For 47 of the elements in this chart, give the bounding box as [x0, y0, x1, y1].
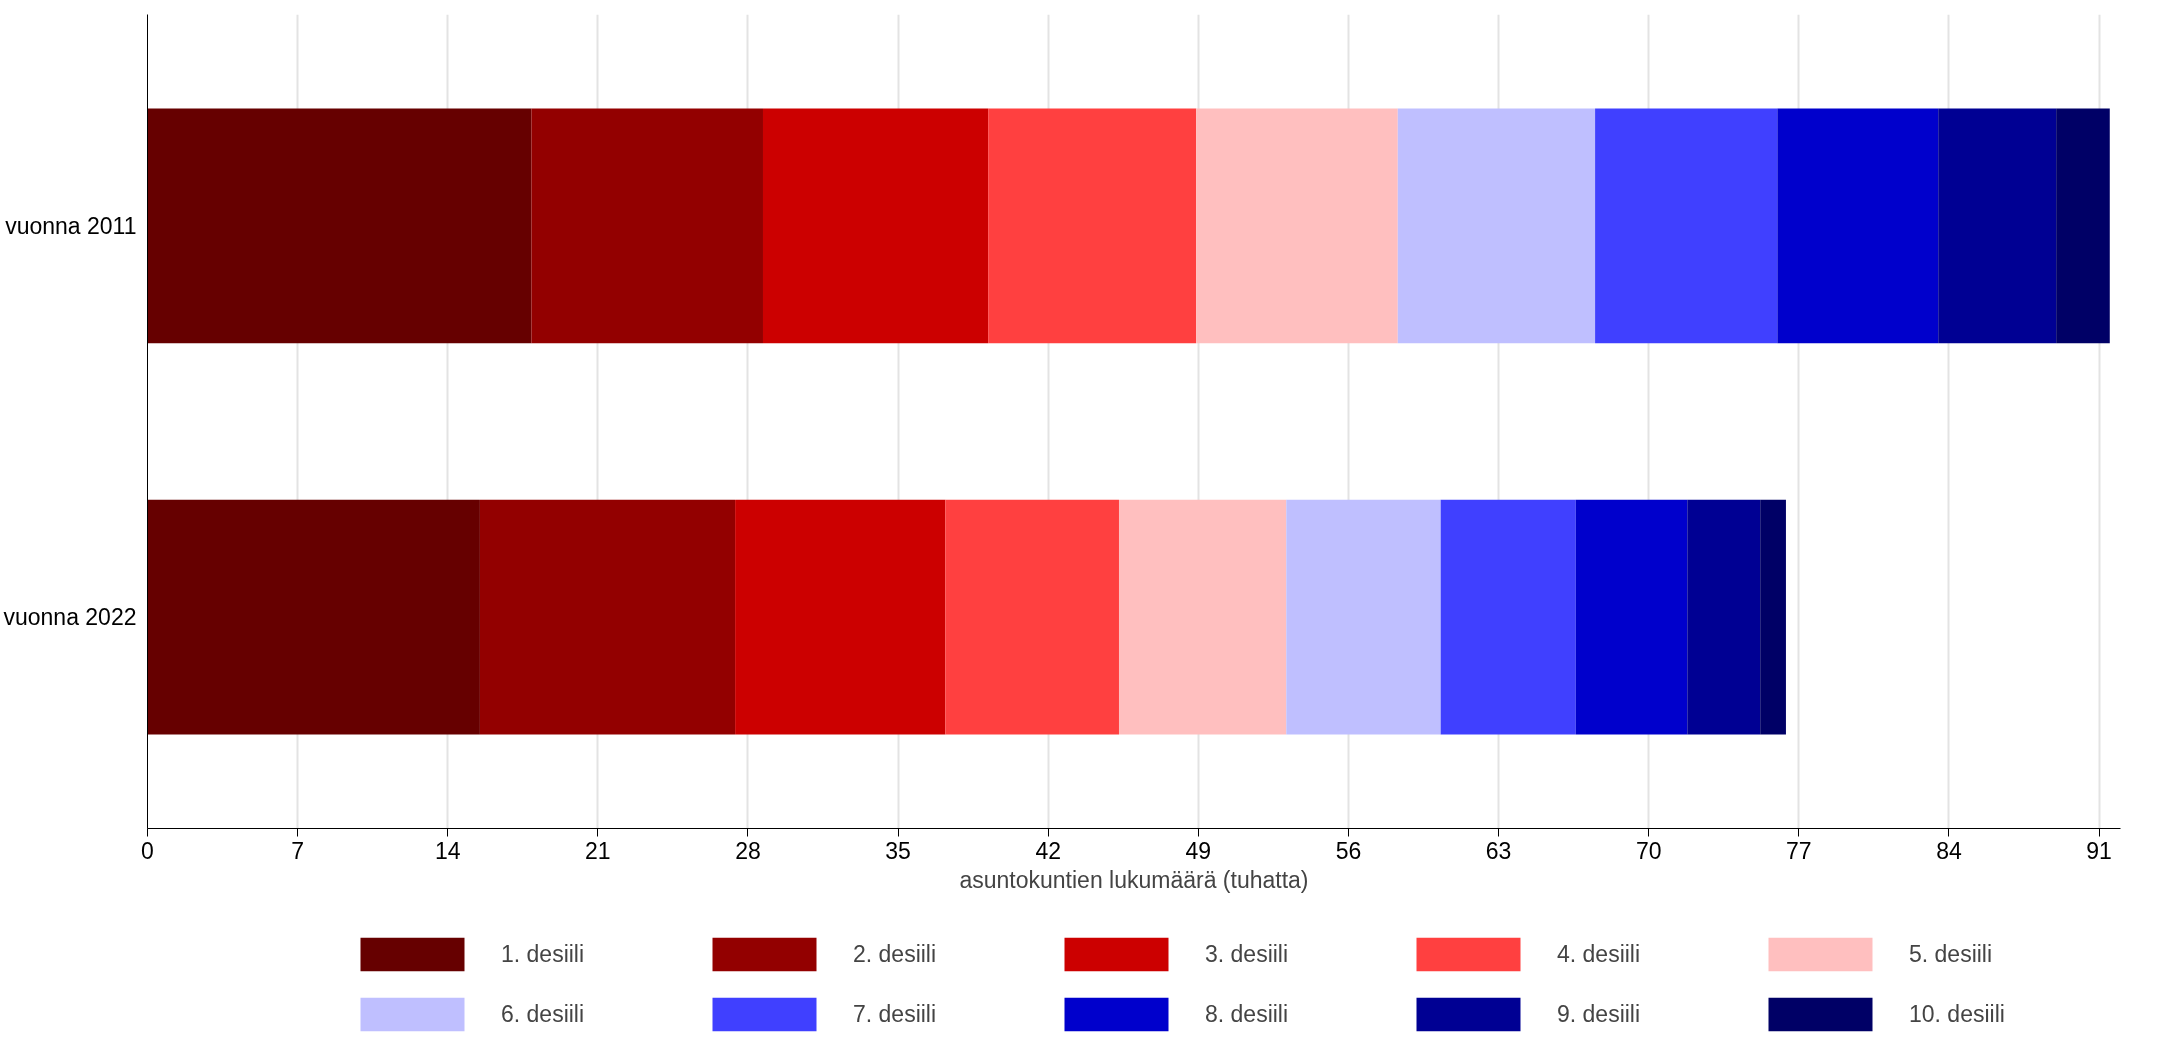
x-tick-label: 91	[2086, 837, 2112, 864]
bar	[762, 108, 989, 344]
bar	[1777, 108, 1939, 344]
x-tick-label: 28	[735, 837, 761, 864]
x-tick-label: 56	[1335, 837, 1362, 864]
x-tick-label: 42	[1035, 837, 1062, 864]
legend-label: 4. desiili	[1557, 939, 1642, 969]
bar	[1196, 108, 1398, 344]
x-tick-label: 14	[434, 837, 461, 864]
bar	[1760, 499, 1786, 735]
x-tick-label: 70	[1635, 837, 1662, 864]
x-tick-label: 35	[885, 837, 911, 864]
legend-label: 9. desiili	[1557, 999, 1642, 1029]
legend-label: 1. desiili	[501, 939, 586, 969]
bar	[2056, 108, 2110, 344]
legend-label: 7. desiili	[853, 999, 938, 1029]
bar	[1397, 108, 1596, 344]
legend-label: 10. desiili	[1909, 999, 2006, 1029]
bar	[1687, 499, 1761, 735]
y-tick-label: vuonna 2011	[5, 212, 137, 239]
bar	[479, 499, 736, 735]
bar	[735, 499, 946, 735]
bar	[1575, 499, 1688, 735]
legend-label: 8. desiili	[1205, 999, 1290, 1029]
bar	[531, 108, 763, 344]
x-tick-label: 21	[585, 837, 611, 864]
bar	[1938, 108, 2057, 344]
bar	[1595, 108, 1778, 344]
x-tick-label: 84	[1936, 837, 1962, 864]
legend-label: 3. desiili	[1205, 939, 1290, 969]
bar	[1440, 499, 1576, 735]
x-axis-title: asuntokuntien lukumäärä (tuhatta)	[959, 866, 1309, 893]
bar	[988, 108, 1197, 344]
legend-label: 2. desiili	[853, 939, 938, 969]
bar	[1118, 499, 1287, 735]
legend-label: 5. desiili	[1909, 939, 1994, 969]
bar	[945, 499, 1119, 735]
y-tick-label: vuonna 2022	[3, 604, 137, 631]
x-tick-label: 7	[291, 837, 305, 864]
x-tick-label: 63	[1485, 837, 1512, 864]
x-tick-label: 49	[1185, 837, 1212, 864]
bar	[147, 499, 480, 735]
bar	[1286, 499, 1441, 735]
bar	[147, 108, 532, 344]
x-tick-label: 77	[1786, 837, 1812, 864]
x-tick-label: 0	[141, 837, 154, 864]
legend-label: 6. desiili	[501, 999, 586, 1029]
